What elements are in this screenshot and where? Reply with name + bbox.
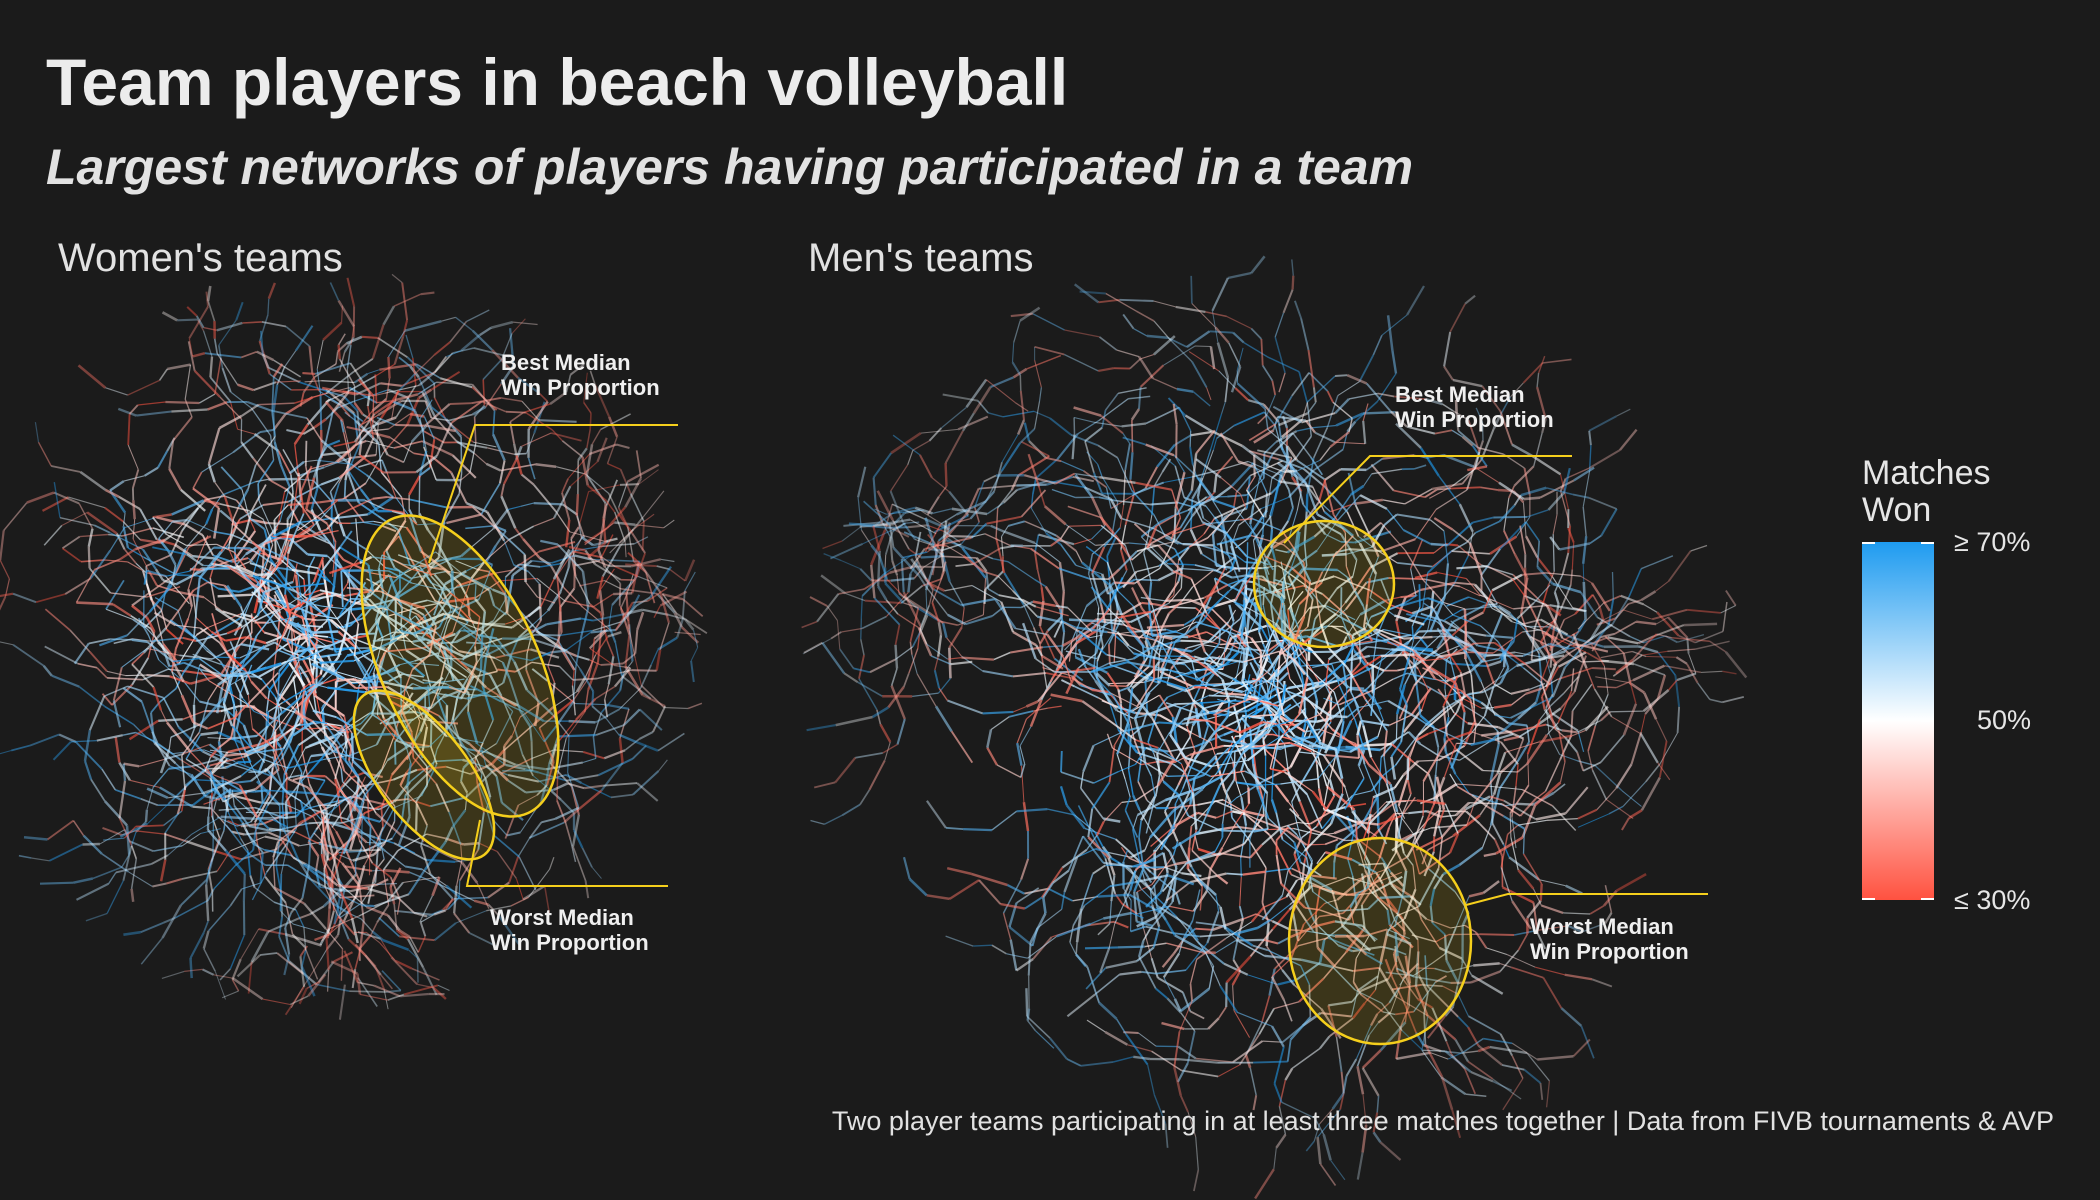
legend-tick-mid: 50% bbox=[1977, 705, 2032, 735]
women-best-ellipse bbox=[360, 514, 560, 818]
legend-title: Matches Won bbox=[1862, 454, 1991, 529]
men-best-label: Best Median Win Proportion bbox=[1395, 382, 1554, 432]
legend-colorbar bbox=[1862, 542, 1934, 900]
men-best-ellipse bbox=[1252, 519, 1396, 649]
women-best-leader bbox=[428, 424, 678, 564]
women-worst-ellipse bbox=[352, 689, 496, 861]
caption: Two player teams participating in at lea… bbox=[831, 1106, 2054, 1136]
chart-subtitle: Largest networks of players having parti… bbox=[46, 139, 1414, 195]
men-worst-ellipse bbox=[1287, 836, 1473, 1046]
women-network bbox=[0, 273, 708, 1020]
men-network bbox=[801, 255, 1748, 1200]
men-best-leader bbox=[1283, 455, 1572, 544]
men-worst-label: Worst Median Win Proportion bbox=[1530, 914, 1689, 964]
panel-title-women: Women's teams bbox=[58, 236, 343, 280]
women-worst-leader bbox=[465, 819, 668, 887]
legend-tick-low: ≤ 30% bbox=[1954, 885, 2031, 915]
men-worst-leader bbox=[1465, 893, 1708, 906]
chart-title: Team players in beach volleyball bbox=[46, 45, 1069, 119]
legend-tick-high: ≥ 70% bbox=[1954, 527, 2031, 557]
women-best-label: Best Median Win Proportion bbox=[501, 350, 660, 400]
panel-title-men: Men's teams bbox=[808, 236, 1034, 280]
annotations bbox=[352, 424, 1708, 1046]
women-worst-label: Worst Median Win Proportion bbox=[490, 905, 649, 955]
